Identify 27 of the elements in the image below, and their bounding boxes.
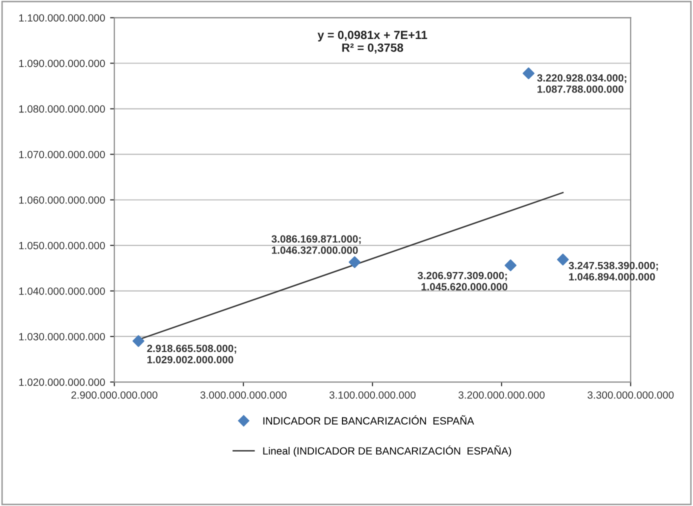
data-label: 3.206.977.309.000; 1.045.620.000.000	[418, 272, 508, 290]
y-tick-label: 1.060.000.000.000	[19, 196, 105, 204]
point	[132, 335, 144, 347]
data-label: 2.918.665.508.000; 1.029.002.000.000	[147, 344, 236, 364]
annotation: y = 0,0981x + 7E+11	[318, 30, 428, 42]
point	[522, 67, 534, 80]
x-tick-label: 3.200.000.000.000	[458, 391, 545, 399]
y-tick-label: 1.080.000.000.000	[19, 105, 105, 113]
legend-label: INDICADOR DE BANCARIZACIÓN ESPAÑA	[263, 415, 474, 425]
annotation: R² = 0,3758	[342, 43, 404, 54]
y-tick-label: 1.030.000.000.000	[19, 332, 105, 340]
y-tick-label: 1.070.000.000.000	[19, 150, 105, 158]
y-tick-label: 1.040.000.000.000	[19, 287, 105, 295]
y-tick-label: 1.100.000.000.000	[19, 14, 105, 22]
x-tick-label: 3.300.000.000.000	[588, 391, 674, 399]
y-tick-label: 1.050.000.000.000	[19, 242, 105, 250]
y-tick-label: 1.090.000.000.000	[19, 60, 105, 68]
point	[557, 254, 569, 266]
point	[348, 256, 361, 268]
data-label: 3.220.928.034.000; 1.087.788.000.000	[537, 74, 626, 93]
x-tick-label: 3.000.000.000.000	[200, 391, 286, 399]
legend-label: Lineal (INDICADOR DE BANCARIZACIÓN ESPAÑA)	[263, 445, 512, 457]
data-label: 3.086.169.871.000; 1.046.327.000.000	[272, 235, 361, 254]
x-tick-label: 2.900.000.000.000	[71, 391, 158, 399]
y-tick-label: 1.020.000.000.000	[19, 378, 105, 386]
point	[504, 259, 516, 272]
x-tick-label: 3.100.000.000.000	[329, 391, 416, 399]
